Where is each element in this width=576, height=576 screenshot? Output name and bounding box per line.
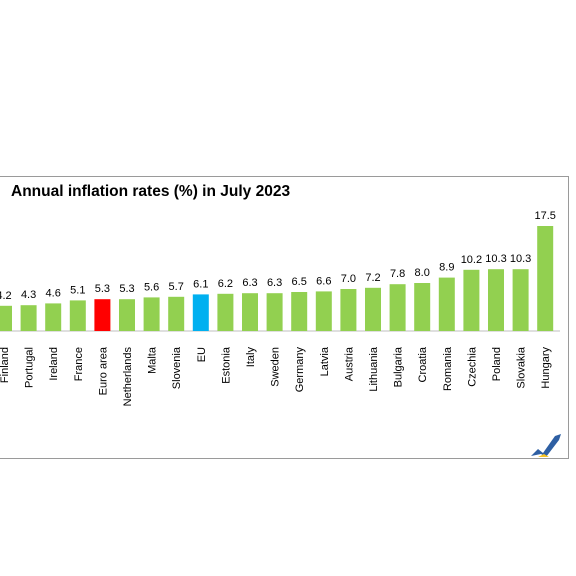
tick-label-lithuania: Lithuania xyxy=(368,346,380,392)
value-label-slovenia: 5.7 xyxy=(169,281,184,293)
tick-label-poland: Poland xyxy=(491,347,503,381)
tick-label-croatia: Croatia xyxy=(417,346,429,382)
value-label-euro-area: 5.3 xyxy=(95,283,110,295)
tick-label-estonia: Estonia xyxy=(220,346,232,384)
value-label-romania: 8.9 xyxy=(439,262,454,274)
tick-label-austria: Austria xyxy=(343,346,355,381)
bar-finland xyxy=(0,305,12,331)
tick-label-italy: Italy xyxy=(245,347,257,368)
value-label-netherlands: 5.3 xyxy=(119,283,134,295)
bar-portugal xyxy=(20,305,37,331)
bar-malta xyxy=(143,297,160,331)
tick-label-slovenia: Slovenia xyxy=(171,346,183,389)
value-label-lithuania: 7.2 xyxy=(365,272,380,284)
tick-label-portugal: Portugal xyxy=(24,347,36,388)
tick-label-romania: Romania xyxy=(442,346,454,391)
value-label-eu: 6.1 xyxy=(193,278,208,290)
tick-label-czechia: Czechia xyxy=(466,346,478,387)
bar-czechia xyxy=(463,269,480,331)
bar-poland xyxy=(488,269,504,331)
tick-label-euro-area: Euro area xyxy=(97,346,109,395)
value-label-bulgaria: 7.8 xyxy=(390,268,405,280)
bar-austria xyxy=(340,289,357,331)
value-label-ireland: 4.6 xyxy=(46,287,61,299)
tick-label-germany: Germany xyxy=(294,347,306,393)
value-label-estonia: 6.2 xyxy=(218,278,233,290)
value-label-slovakia: 10.3 xyxy=(510,253,531,265)
bar-netherlands xyxy=(119,299,135,331)
bar-latvia xyxy=(315,291,332,331)
value-label-sweden: 6.3 xyxy=(267,277,282,289)
value-label-poland: 10.3 xyxy=(485,253,506,265)
bar-bulgaria xyxy=(389,284,406,331)
value-label-malta: 5.6 xyxy=(144,281,159,293)
bar-estonia xyxy=(217,293,234,331)
tick-label-ireland: Ireland xyxy=(48,347,60,381)
tick-label-netherlands: Netherlands xyxy=(122,347,134,407)
bar-hungary xyxy=(537,226,554,331)
bar-slovakia xyxy=(512,269,529,331)
tick-label-malta: Malta xyxy=(147,346,159,374)
value-label-germany: 6.5 xyxy=(292,276,307,288)
value-label-czechia: 10.2 xyxy=(461,254,482,266)
bar-germany xyxy=(291,292,308,331)
value-label-croatia: 8.0 xyxy=(415,267,430,279)
value-label-hungary: 17.5 xyxy=(534,210,555,222)
bar-italy xyxy=(242,293,258,331)
bar-slovenia xyxy=(168,296,185,331)
bar-ireland xyxy=(45,303,62,331)
bar-romania xyxy=(438,277,455,331)
value-label-finland: 4.2 xyxy=(0,290,12,302)
tick-label-hungary: Hungary xyxy=(540,347,552,389)
bar-eu xyxy=(192,294,209,331)
tick-label-latvia: Latvia xyxy=(319,346,331,376)
tick-label-slovakia: Slovakia xyxy=(516,346,528,388)
bar-euro-area xyxy=(94,299,111,331)
tick-label-france: France xyxy=(73,347,85,381)
tick-label-eu: EU xyxy=(196,347,208,362)
value-label-latvia: 6.6 xyxy=(316,275,331,287)
value-label-portugal: 4.3 xyxy=(21,289,36,301)
bar-sweden xyxy=(266,293,283,331)
value-label-austria: 7.0 xyxy=(341,273,356,285)
bar-lithuania xyxy=(365,287,381,331)
tick-label-bulgaria: Bulgaria xyxy=(393,346,405,387)
bar-france xyxy=(69,300,86,331)
eurostat-logo-icon xyxy=(531,434,561,457)
bar-croatia xyxy=(414,283,431,331)
value-label-italy: 6.3 xyxy=(242,277,257,289)
tick-label-sweden: Sweden xyxy=(270,347,282,387)
chart-title: Annual inflation rates (%) in July 2023 xyxy=(11,183,291,200)
value-label-france: 5.1 xyxy=(70,284,85,296)
tick-label-finland: Finland xyxy=(0,347,11,383)
